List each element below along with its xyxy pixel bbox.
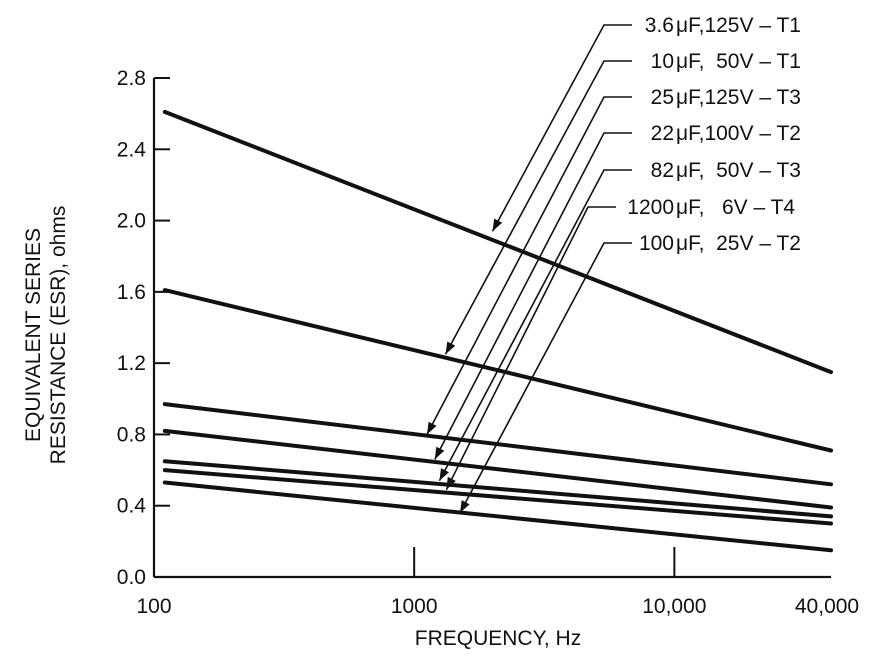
x-axis-title: FREQUENCY, Hz xyxy=(415,627,581,650)
y-axis-title-line-1: EQUIVALENT SERIES xyxy=(22,228,45,442)
legend-label-rating: F, 6V – T4 xyxy=(688,196,795,219)
legend-label-value: 82 xyxy=(651,159,674,182)
y-tick-label: 1.2 xyxy=(117,352,146,375)
legend-label: μF, 50V – T1 xyxy=(676,50,801,73)
legend-label: μF, 50V – T3 xyxy=(676,159,801,182)
legend-label-rating: F, 50V – T1 xyxy=(688,50,801,73)
legend-label-rating: F,125V – T1 xyxy=(688,14,801,37)
legend-leader-line xyxy=(445,206,616,491)
x-tick-label: 40,000 xyxy=(795,595,859,618)
series-line-5 xyxy=(162,459,833,519)
plot-axes xyxy=(152,78,831,579)
legend-label: μF, 25V – T2 xyxy=(676,232,801,255)
legend-label: μF,125V – T1 xyxy=(676,14,801,37)
legend-arrowhead xyxy=(445,341,456,355)
legend-label: μF, 6V – T4 xyxy=(676,196,795,219)
y-tick-label: 2.8 xyxy=(117,67,146,90)
legend-label-rating: F,125V – T3 xyxy=(688,86,801,109)
legend-leader-line xyxy=(426,96,632,435)
x-tick-label: 1000 xyxy=(391,595,438,618)
legend-label-unit-prefix: μ xyxy=(676,122,688,145)
y-ticks: 0.0 0.4 0.8 1.2 1.6 2.0 2.4 2.8 xyxy=(117,67,170,589)
legend-leader-line xyxy=(434,132,632,460)
legend-arrowhead xyxy=(427,421,437,435)
legend-label-value: 100 xyxy=(639,232,674,255)
x-ticks: 100 1000 10,000 40,000 xyxy=(136,547,859,618)
legend-label-rating: F, 25V – T2 xyxy=(688,232,801,255)
series-line-4 xyxy=(162,428,833,510)
legend-label-rating: F,100V – T2 xyxy=(688,122,801,145)
x-tick-label: 100 xyxy=(136,595,171,618)
series-line-1 xyxy=(162,109,833,375)
legend-label-unit-prefix: μ xyxy=(676,232,688,255)
series-line-3 xyxy=(162,402,833,487)
y-axis-title-line-2: RESISTANCE (ESR), ohms xyxy=(47,206,70,465)
series-line-7 xyxy=(162,480,833,553)
legend-arrowhead xyxy=(446,476,456,490)
y-tick-label: 2.0 xyxy=(117,210,146,233)
legend-label-unit-prefix: μ xyxy=(676,159,688,182)
legend-arrowhead xyxy=(434,446,445,460)
legend-leader-line xyxy=(444,60,632,355)
legend-label-value: 25 xyxy=(651,86,674,109)
legend-leader-line xyxy=(459,242,632,514)
legend-label-unit-prefix: μ xyxy=(676,14,688,37)
y-tick-label: 1.6 xyxy=(117,281,146,304)
legend-label: μF,100V – T2 xyxy=(676,122,801,145)
legend-label-value: 3.6 xyxy=(645,14,674,37)
legend-leader-line xyxy=(491,24,632,232)
legend-label-unit-prefix: μ xyxy=(676,50,688,73)
legend-label-value: 1200 xyxy=(627,196,674,219)
y-tick-label: 2.4 xyxy=(117,138,147,161)
legend-label-value: 10 xyxy=(651,50,674,73)
series-line-6 xyxy=(162,468,833,526)
x-tick-label: 10,000 xyxy=(642,595,706,618)
legend-arrowhead xyxy=(439,468,449,481)
legend-arrowhead xyxy=(492,218,503,232)
legend-label-unit-prefix: μ xyxy=(676,196,688,219)
legend-label: μF,125V – T3 xyxy=(676,86,801,109)
y-tick-label: 0.8 xyxy=(117,423,146,446)
y-tick-label: 0.4 xyxy=(117,495,147,518)
legend-label-value: 22 xyxy=(651,122,674,145)
legend-leaders xyxy=(426,24,632,514)
legend-label-unit-prefix: μ xyxy=(676,86,688,109)
legend-label-rating: F, 50V – T3 xyxy=(688,159,801,182)
y-tick-label: 0.0 xyxy=(117,566,146,589)
legend-arrowhead xyxy=(460,500,470,513)
legend-leader-line xyxy=(438,169,632,482)
